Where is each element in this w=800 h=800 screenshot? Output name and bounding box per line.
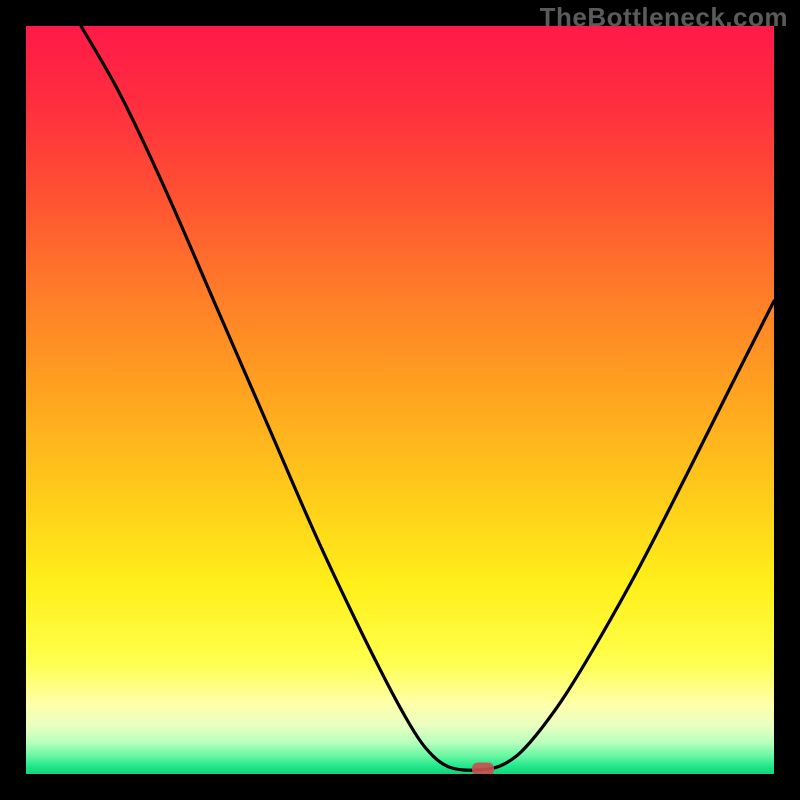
target-marker: [472, 763, 494, 775]
watermark-text: TheBottleneck.com: [540, 2, 788, 33]
bottleneck-chart: [26, 26, 774, 774]
gradient-background: [26, 26, 774, 774]
chart-svg: [26, 26, 774, 774]
